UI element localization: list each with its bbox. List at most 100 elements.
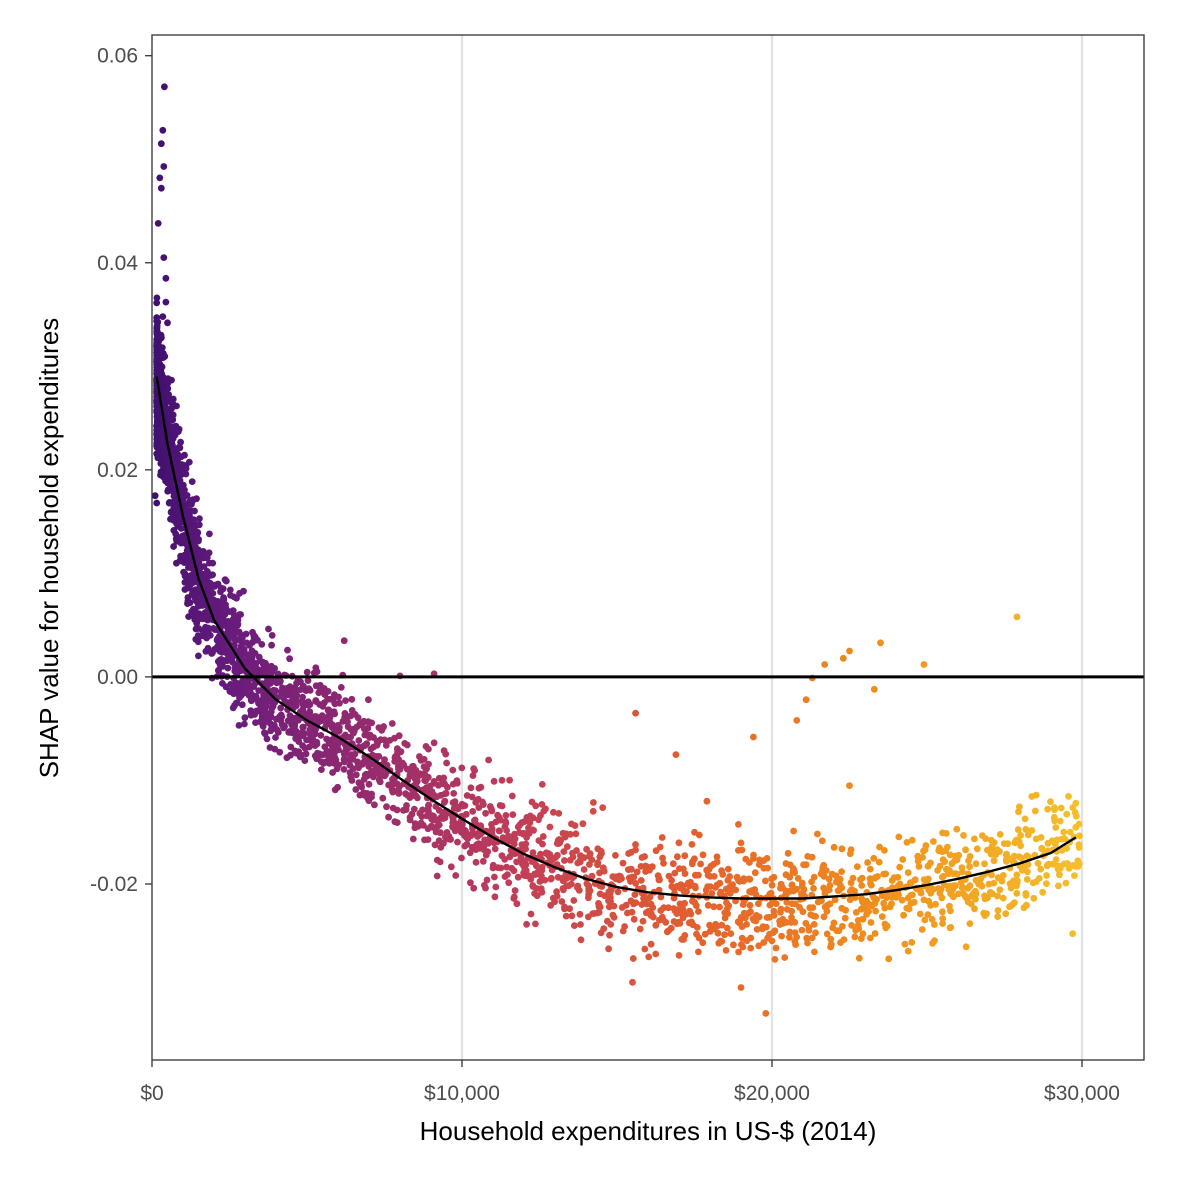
scatter-point: [852, 909, 860, 916]
scatter-point: [718, 867, 725, 875]
scatter-point: [1043, 880, 1050, 887]
scatter-point: [899, 856, 907, 863]
scatter-point: [299, 706, 307, 713]
scatter-point: [209, 559, 217, 567]
scatter-point: [665, 927, 672, 934]
scatter-point: [153, 299, 161, 307]
scatter-point: [464, 835, 472, 842]
scatter-point: [738, 846, 746, 854]
scatter-point: [563, 843, 571, 850]
scatter-point: [326, 707, 334, 715]
scatter-point: [583, 880, 591, 888]
scatter-point: [718, 938, 726, 945]
scatter-point: [293, 691, 301, 699]
scatter-point: [658, 913, 666, 921]
scatter-point: [190, 516, 198, 523]
scatter-point: [527, 910, 535, 918]
scatter-point: [170, 516, 178, 524]
scatter-point: [1063, 845, 1071, 852]
scatter-point: [1056, 862, 1063, 870]
scatter-point: [326, 751, 334, 758]
scatter-point: [830, 843, 838, 851]
scatter-point: [718, 921, 726, 929]
scatter-point: [313, 739, 320, 747]
scatter-point: [721, 931, 728, 939]
scatter-point: [1031, 807, 1039, 815]
scatter-point: [360, 725, 368, 733]
scatter-point: [532, 870, 540, 878]
x-axis-ticks: $0 $10,000 $20,000 $30,000: [140, 1060, 1120, 1105]
scatter-point: [489, 864, 497, 872]
scatter-point: [1018, 854, 1025, 862]
scatter-point: [297, 686, 304, 693]
scatter-point: [318, 766, 325, 773]
scatter-point: [1047, 798, 1054, 806]
scatter-point: [240, 587, 247, 595]
scatter-point: [342, 697, 349, 704]
scatter-point: [312, 664, 320, 672]
scatter-point: [371, 801, 378, 809]
scatter-point: [846, 782, 853, 789]
scatter-point: [695, 871, 702, 879]
scatter-point: [735, 821, 742, 828]
scatter-point: [482, 851, 490, 859]
scatter-point: [802, 696, 810, 704]
scatter-point: [783, 898, 791, 906]
scatter-point: [1028, 827, 1036, 834]
scatter-point: [319, 751, 327, 759]
scatter-point: [230, 681, 238, 688]
scatter-point: [246, 686, 254, 693]
scatter-point: [876, 843, 883, 851]
scatter-point: [750, 916, 758, 924]
scatter-point: [406, 771, 414, 778]
scatter-point: [547, 901, 555, 909]
scatter-point: [920, 896, 928, 904]
scatter-point: [586, 852, 593, 860]
scatter-point: [638, 854, 646, 861]
scatter-point: [522, 845, 529, 853]
scatter-point: [849, 874, 857, 882]
scatter-point: [946, 902, 953, 910]
scatter-point: [236, 694, 243, 701]
scatter-point: [516, 821, 523, 829]
scatter-point: [639, 917, 647, 925]
scatter-point: [376, 776, 383, 784]
scatter-point: [483, 876, 491, 884]
x-tick-label: $20,000: [734, 1082, 810, 1105]
scatter-point: [435, 806, 443, 814]
scatter-point: [838, 868, 845, 875]
scatter-point: [627, 866, 635, 873]
scatter-point: [577, 921, 584, 928]
scatter-point: [644, 863, 652, 871]
scatter-point: [234, 621, 241, 629]
scatter-point: [231, 636, 239, 644]
scatter-point: [179, 539, 187, 547]
scatter-point: [830, 919, 838, 927]
scatter-point: [520, 862, 528, 870]
scatter-point: [918, 926, 926, 933]
scatter-point: [594, 845, 602, 853]
scatter-point: [827, 935, 835, 943]
scatter-point: [447, 863, 455, 871]
scatter-point: [810, 885, 817, 892]
scatter-point: [596, 869, 603, 877]
scatter-point: [939, 856, 947, 863]
scatter-point: [924, 911, 932, 919]
scatter-point: [633, 868, 641, 876]
scatter-point: [209, 649, 217, 656]
scatter-point: [550, 808, 557, 816]
scatter-point: [1069, 930, 1077, 938]
scatter-point: [193, 545, 201, 553]
scatter-point: [921, 846, 929, 854]
scatter-point: [619, 927, 627, 935]
scatter-point: [1013, 613, 1021, 621]
scatter-point: [502, 812, 510, 819]
scatter-point: [402, 806, 410, 813]
scatter-point: [875, 858, 883, 866]
scatter-point: [750, 733, 757, 741]
scatter-point: [301, 745, 309, 752]
scatter-point: [750, 851, 757, 859]
scatter-point: [1034, 859, 1042, 867]
scatter-point: [170, 543, 178, 550]
scatter-point: [935, 847, 943, 855]
